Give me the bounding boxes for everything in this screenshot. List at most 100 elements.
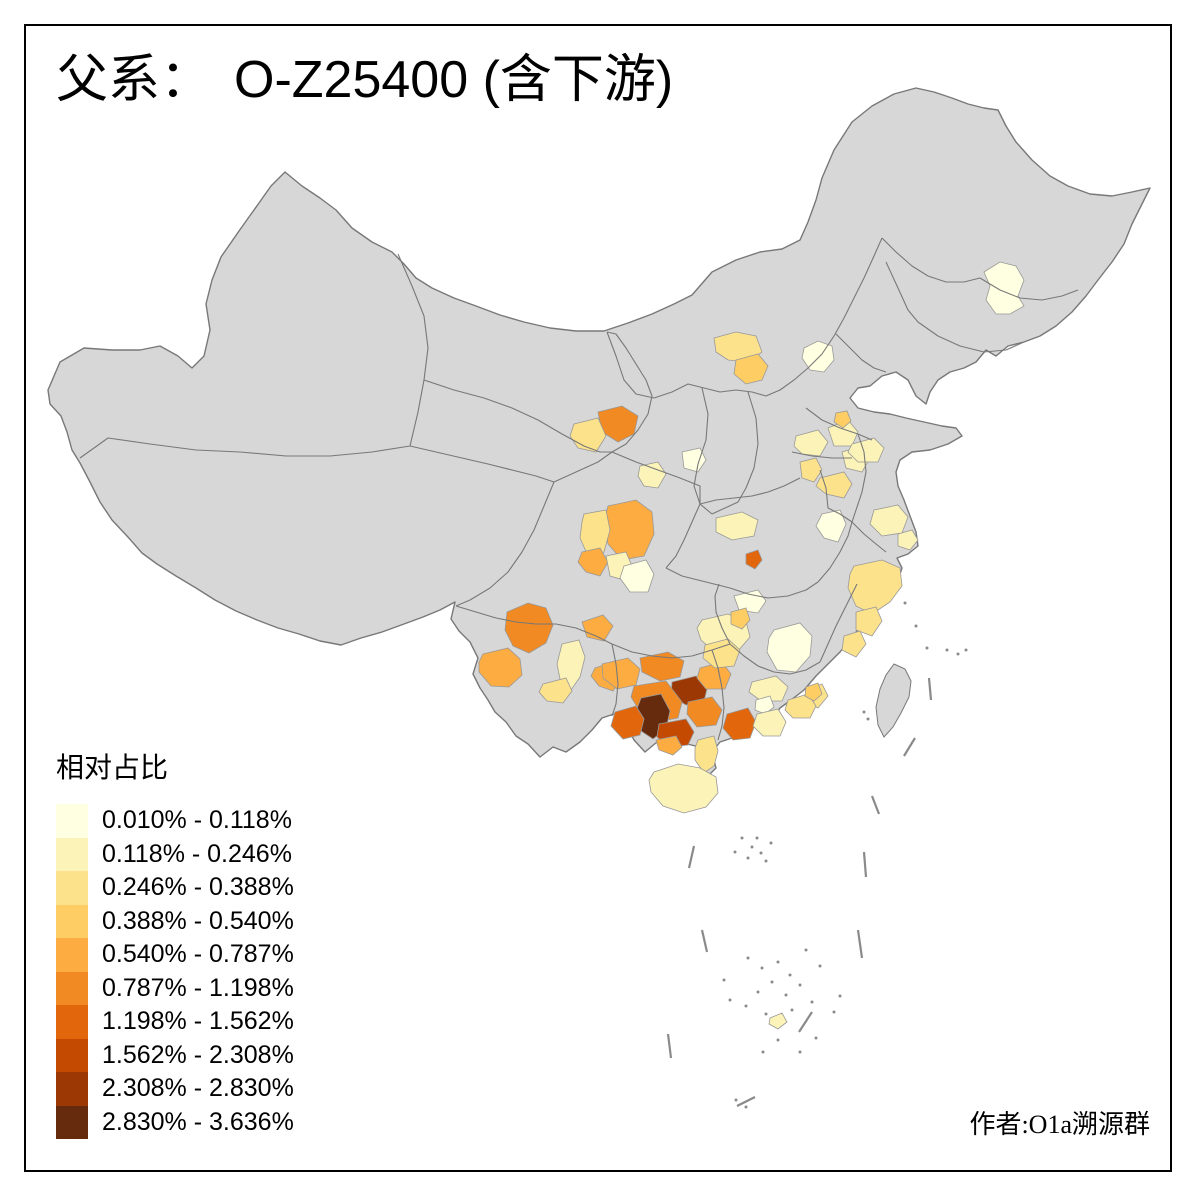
sea-dash-10 [736,1096,756,1107]
sea-islet-19 [764,1012,768,1016]
legend-label-10: 2.830% - 3.636% [102,1107,294,1136]
sea-islet-26 [838,994,842,998]
sea-dash-1 [870,795,881,815]
region-anhui-cream [815,509,847,543]
sea-islet-24 [814,1036,818,1040]
legend-swatch-3 [56,871,88,905]
sea-islet-38 [866,717,870,721]
map-frame-border [24,24,1172,1172]
region-jiangsu-north [847,437,885,463]
legend-swatch-6 [56,971,88,1005]
sea-islet-6 [764,859,768,863]
legend-row-6: 0.787% - 1.198% [56,971,294,1005]
legend-swatch-4 [56,904,88,938]
legend-label-1: 0.010% - 0.118% [102,806,292,835]
region-shaanxi-mid-cream [681,447,707,473]
region-harbin [983,261,1025,315]
province-border-28 [714,583,731,645]
sea-dash-7 [856,929,864,959]
sea-islet-3 [759,851,763,855]
sea-islet-21 [776,1038,780,1042]
legend-row-5: 0.540% - 0.787% [56,938,294,972]
region-shanghai [897,529,919,551]
sea-islet-23 [798,1050,802,1054]
region-henan-east [793,429,829,457]
sea-islet-5 [746,856,750,860]
sea-islet-31 [903,601,907,605]
province-border-29 [729,643,821,675]
sea-islet-36 [964,648,968,652]
region-guangdong-ne-dot [804,682,823,702]
region-baise-north [601,657,641,690]
region-henan-south [799,457,823,483]
legend-swatch-8 [56,1038,88,1072]
sea-islet-12 [788,973,792,977]
sea-dash-3 [903,737,916,757]
legend-row-4: 0.388% - 0.540% [56,904,294,938]
legend-swatch-5 [56,938,88,972]
legend-rows: 0.010% - 0.118% 0.118% - 0.246% 0.246% - 0… [56,804,294,1139]
legend-swatch-1 [56,804,88,838]
region-beihai-coast [655,735,683,756]
province-border-22 [817,521,853,583]
sea-dash-5 [862,851,868,878]
sea-islet-29 [728,998,732,1002]
region-spratly-pale-island [768,1012,788,1030]
region-shaanxi-north-2 [733,353,769,385]
region-jiangxi-south-dot [754,695,775,715]
legend-row-3: 0.246% - 0.388% [56,871,294,905]
region-guigang [686,696,723,728]
sea-dash-8 [798,1011,813,1033]
sea-dash-9 [666,1033,673,1059]
region-hainan [648,763,719,814]
title-main: O-Z25400 (含下游) [234,51,674,109]
sea-islet-34 [945,648,949,652]
province-border-24 [851,521,887,553]
legend-swatch-7 [56,1005,88,1039]
province-border-31 [611,643,619,717]
province-border-4 [409,445,555,483]
legend-row-10: 2.830% - 3.636% [56,1105,294,1139]
region-baoshan [478,647,523,688]
province-border-19 [665,503,701,569]
region-sichuan-yaan [577,547,609,577]
sea-islet-2 [750,845,754,849]
region-jiangsu-mid [815,471,853,499]
province-border-25 [819,469,853,523]
province-border-12 [835,333,887,373]
region-hubei-pale [715,511,759,541]
region-hunan-west-dot [730,607,751,630]
island-taiwan [875,663,912,738]
province-border-18 [611,451,701,504]
sea-islet-10 [760,966,764,970]
region-hangzhou [847,559,903,615]
title-prefix: 父系： [56,52,213,109]
region-pearl-delta-pale [752,708,787,737]
sea-islet-22 [761,1050,765,1054]
legend-label-9: 2.308% - 2.830% [102,1074,294,1103]
attribution: 作者:O1a溯源群 [969,1110,1150,1139]
region-zhanjiang-leizhou [694,735,719,774]
region-lijiang [504,602,554,654]
legend-label-5: 0.540% - 0.787% [102,940,294,969]
sea-islet-33 [925,646,929,650]
legend-label-8: 1.562% - 2.308% [102,1040,294,1069]
province-border-30 [711,649,725,741]
province-border-21 [729,581,819,599]
sea-islet-40 [744,1105,748,1109]
sea-islet-25 [832,1010,836,1014]
sea-islet-30 [722,978,726,982]
province-border-3 [423,379,612,453]
legend-swatch-2 [56,837,88,871]
legend-title: 相对占比 [56,753,169,784]
sea-islet-37 [862,710,866,714]
sea-islet-8 [755,836,759,840]
legend-swatch-9 [56,1072,88,1106]
sea-islet-9 [746,956,750,960]
sea-islet-18 [790,1008,794,1012]
sea-islet-32 [914,624,918,628]
region-chongzuo [610,705,645,740]
legend-row-2: 0.118% - 0.246% [56,837,294,871]
region-guiyang-west [556,639,586,691]
